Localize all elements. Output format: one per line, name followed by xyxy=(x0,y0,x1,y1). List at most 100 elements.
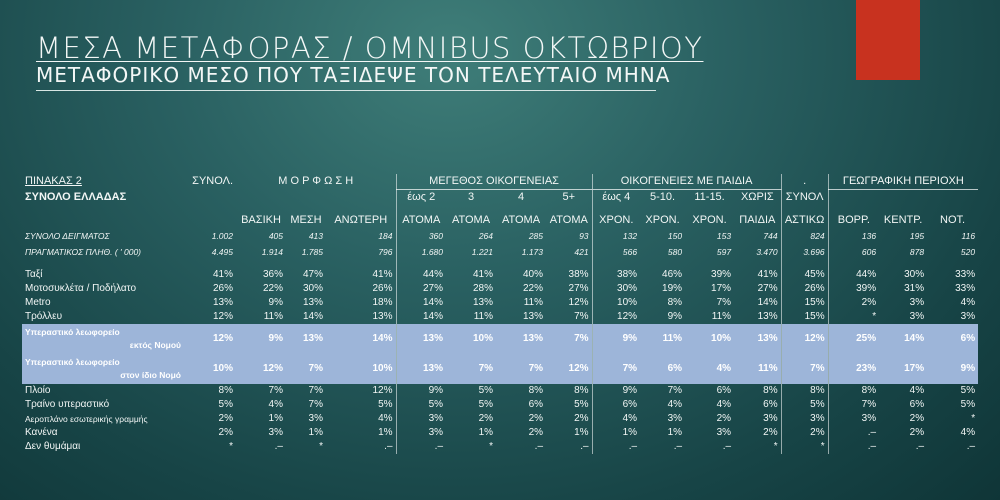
spacer-cell xyxy=(236,260,286,268)
table-row: Ταξί 41% 36% 47% 41% 44% 41% 40% 38% 38% 46% 39% 41%… xyxy=(22,268,978,282)
table-cell: 93 xyxy=(579,231,589,241)
table-cell: 5% xyxy=(960,399,976,410)
table-cell: 195 xyxy=(909,231,925,241)
spacer-cell xyxy=(780,260,829,268)
table-cell: 2% xyxy=(780,426,829,440)
table-cell: 796 xyxy=(378,247,393,257)
highlight-row: Υπεραστικό λεωφορείο στον ίδιο Νομό 10% 12%… xyxy=(22,354,979,384)
table-cell: 47% xyxy=(302,269,323,280)
sub-header-bottom: ΧΡΟΝ. xyxy=(591,213,641,228)
table-cell: 184 xyxy=(378,231,393,241)
table-cell: 12% xyxy=(568,297,589,308)
table-cell: 12% xyxy=(212,311,233,322)
spacer-cell xyxy=(879,260,927,268)
row-label: Αεροπλάνο εσωτερικής γραμμής xyxy=(25,414,148,424)
table-cell: 413 xyxy=(308,231,323,241)
table-cell: 5% xyxy=(960,385,976,396)
table-cell: 45% xyxy=(780,268,829,282)
table-cell: 12% xyxy=(184,324,236,354)
spacer-cell xyxy=(685,205,734,213)
table-cell: 18% xyxy=(372,297,393,308)
table-cell: 1% xyxy=(308,427,323,438)
table-cell: 2% xyxy=(716,413,732,424)
table-cell: 9% xyxy=(268,297,283,308)
table-cell: 13% xyxy=(212,297,233,308)
table-row: Δεν θυμάμαι * .– * .– .– * .– .– .– .– .– * * .– .– .– xyxy=(22,440,978,454)
table-cell: 7% xyxy=(716,297,732,308)
spacer-cell xyxy=(286,205,326,213)
sub-header-bottom: ΧΡΟΝ. xyxy=(645,214,680,226)
spacer-cell xyxy=(640,260,685,268)
table-cell: .– xyxy=(722,441,732,452)
sub-header-top xyxy=(236,190,286,206)
table-cell: 4.495 xyxy=(211,247,233,257)
row-label: Πλοίο xyxy=(25,385,51,396)
label-spacer xyxy=(22,213,184,228)
table-cell: 6% xyxy=(909,399,925,410)
table-cell: .– xyxy=(827,440,880,454)
table-cell: 824 xyxy=(780,228,829,244)
table-cell: 14% xyxy=(395,296,447,310)
table-cell: 7% xyxy=(286,354,326,384)
table-cell: 606 xyxy=(827,244,880,260)
table-cell: 597 xyxy=(716,247,732,257)
group-header-row: ΠΙΝΑΚΑΣ 2 ΣΥΝΟΛ. Μ Ο Ρ Φ Ω Σ Η ΜΕΓΕΘΟΣ ΟΙΚΟ… xyxy=(22,174,979,190)
table-cell: 7% xyxy=(308,399,323,410)
table-row: Πλοίο 8% 7% 7% 12% 9% 5% 8% 8% 9% 7% 6% 8% 8% 8% 4% 5% xyxy=(22,384,978,398)
table-cell: 30% xyxy=(904,269,925,280)
table-cell: 14% xyxy=(879,324,928,354)
sub-header-top xyxy=(927,190,978,206)
table-cell: 2% xyxy=(574,413,589,424)
spacer-cell xyxy=(395,260,447,268)
table-cell: 11% xyxy=(640,324,686,354)
table-cell: 580 xyxy=(667,247,683,257)
table-cell: 3% xyxy=(395,426,447,440)
table-row: Metro 13% 9% 13% 18% 14% 13% 11% 12% 10% 8% 7% 14% 15… xyxy=(22,296,978,310)
table-cell: .– xyxy=(591,440,641,454)
sub-header-top: ΣΥΝΟΛ xyxy=(780,189,829,205)
table-cell: 4% xyxy=(716,399,732,410)
table-cell: .– xyxy=(915,441,925,452)
spacer-cell xyxy=(286,260,326,268)
table-cell: 6% xyxy=(927,324,979,354)
table-cell: 38% xyxy=(568,269,589,280)
table-cell: 3% xyxy=(909,297,925,308)
table-cell: 5% xyxy=(395,398,447,412)
row-label: Δεν θυμάμαι xyxy=(25,441,81,452)
table-cell: 22% xyxy=(523,283,544,294)
table-cell: 6% xyxy=(716,385,732,396)
table-cell: 8% xyxy=(528,385,544,396)
table-cell: 136 xyxy=(827,228,880,244)
table-cell: * xyxy=(229,441,233,452)
table-cell: 3% xyxy=(909,311,925,322)
table-cell: 15% xyxy=(780,296,829,310)
table-cell: * xyxy=(489,441,494,452)
table-cell: 41% xyxy=(212,269,233,280)
table-cell: 4% xyxy=(960,297,976,308)
table-cell: 3% xyxy=(960,311,976,322)
table-cell: 14% xyxy=(302,311,323,322)
table-cell: 2% xyxy=(909,427,925,438)
table-cell: 17% xyxy=(879,354,928,384)
table-cell: * xyxy=(773,441,778,452)
table-cell: 1% xyxy=(591,426,641,440)
table-cell: 26% xyxy=(212,283,233,294)
sample-row: ΠΡΑΓΜΑΤΙΚΟΣ ΠΛΗΘ. ( ' 000) 4.495 1.914 1.78… xyxy=(22,244,978,260)
table-cell: 46% xyxy=(662,269,683,280)
spacer-cell xyxy=(22,260,184,268)
table-cell: 1.002 xyxy=(211,231,233,241)
sub-header-bottom: ΝΟΤ. xyxy=(940,214,966,226)
sub-header-top xyxy=(286,190,326,206)
table-cell: 41% xyxy=(757,269,778,280)
row-label: Ταξί xyxy=(25,269,43,280)
spacer-cell xyxy=(640,205,685,213)
table-cell: 30% xyxy=(591,282,641,296)
table-cell: 4% xyxy=(960,427,976,438)
table-body: ΠΙΝΑΚΑΣ 2 ΣΥΝΟΛ. Μ Ο Ρ Φ Ω Σ Η ΜΕΓΕΘΟΣ ΟΙΚΟ… xyxy=(22,174,979,454)
table-cell: 5% xyxy=(574,399,589,410)
sub-header-bottom: ΒΟΡΡ. xyxy=(827,213,880,228)
table-cell: .– xyxy=(966,441,976,452)
table-cell: 3% xyxy=(716,427,732,438)
section-gap xyxy=(22,260,978,268)
table-cell: 360 xyxy=(395,228,447,244)
